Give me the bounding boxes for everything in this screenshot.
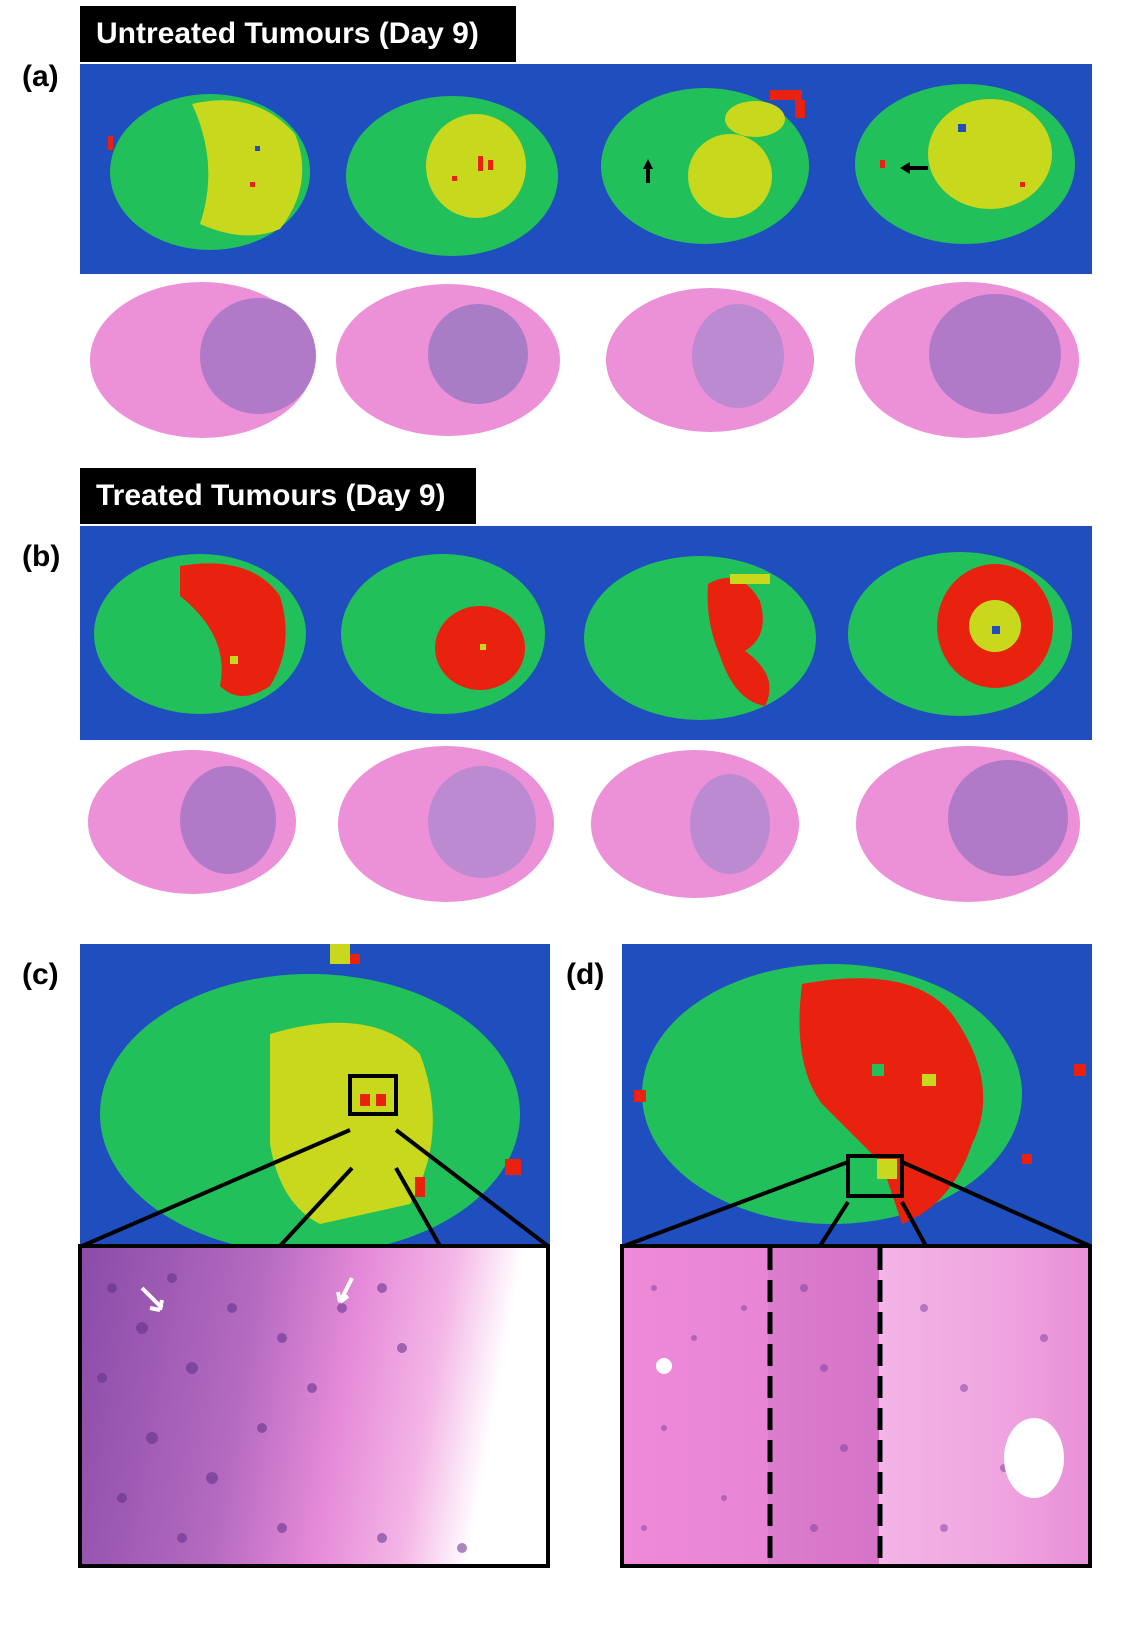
treated-map-4 bbox=[848, 552, 1072, 716]
untreated-map-4 bbox=[855, 84, 1075, 244]
panel-c-label: (c) bbox=[22, 958, 59, 991]
treated-he-slice-4 bbox=[856, 746, 1080, 902]
untreated-he-slice-3 bbox=[606, 288, 814, 432]
panel-c-micrograph-svg bbox=[97, 1273, 467, 1553]
untreated-histology-row bbox=[80, 278, 1092, 448]
panel-c-classification-map bbox=[80, 944, 550, 1244]
untreated-classification-maps bbox=[80, 64, 1092, 274]
panel-d-micrograph bbox=[620, 1244, 1092, 1568]
untreated-he-svg bbox=[90, 282, 1079, 438]
panel-b-label: (b) bbox=[22, 540, 61, 573]
panel-c-micrograph bbox=[78, 1244, 550, 1568]
panel-d-label: (d) bbox=[566, 958, 605, 991]
treated-he-slice-3 bbox=[591, 750, 799, 898]
treated-maps-svg bbox=[94, 552, 1072, 720]
treated-he-svg bbox=[88, 746, 1080, 902]
panel-d-zoom-lines bbox=[623, 1160, 1091, 1248]
untreated-maps-svg bbox=[108, 84, 1075, 256]
untreated-map-1 bbox=[108, 94, 310, 250]
panel-d-classification-map bbox=[622, 944, 1092, 1244]
treated-he-slice-1 bbox=[88, 750, 296, 894]
panel-a-label: (a) bbox=[22, 60, 59, 93]
untreated-he-slice-2 bbox=[336, 284, 560, 436]
panel-b-title: Treated Tumours (Day 9) bbox=[80, 468, 476, 524]
treated-histology-row bbox=[80, 742, 1092, 910]
treated-map-3 bbox=[584, 556, 816, 720]
panel-c-zoom-lines bbox=[81, 1128, 550, 1248]
treated-he-slice-2 bbox=[338, 746, 554, 902]
untreated-he-slice-4 bbox=[855, 282, 1079, 438]
untreated-he-slice-1 bbox=[90, 282, 316, 438]
panel-d-micrograph-svg bbox=[641, 1248, 1064, 1564]
untreated-map-2 bbox=[346, 96, 558, 256]
treated-map-1 bbox=[94, 554, 306, 714]
panel-a-title: Untreated Tumours (Day 9) bbox=[80, 6, 516, 62]
treated-classification-maps bbox=[80, 526, 1092, 740]
treated-map-2 bbox=[341, 554, 545, 714]
untreated-map-3 bbox=[601, 88, 809, 244]
panel-d-map-svg bbox=[634, 964, 1086, 1224]
panel-c-map-svg bbox=[100, 944, 521, 1244]
